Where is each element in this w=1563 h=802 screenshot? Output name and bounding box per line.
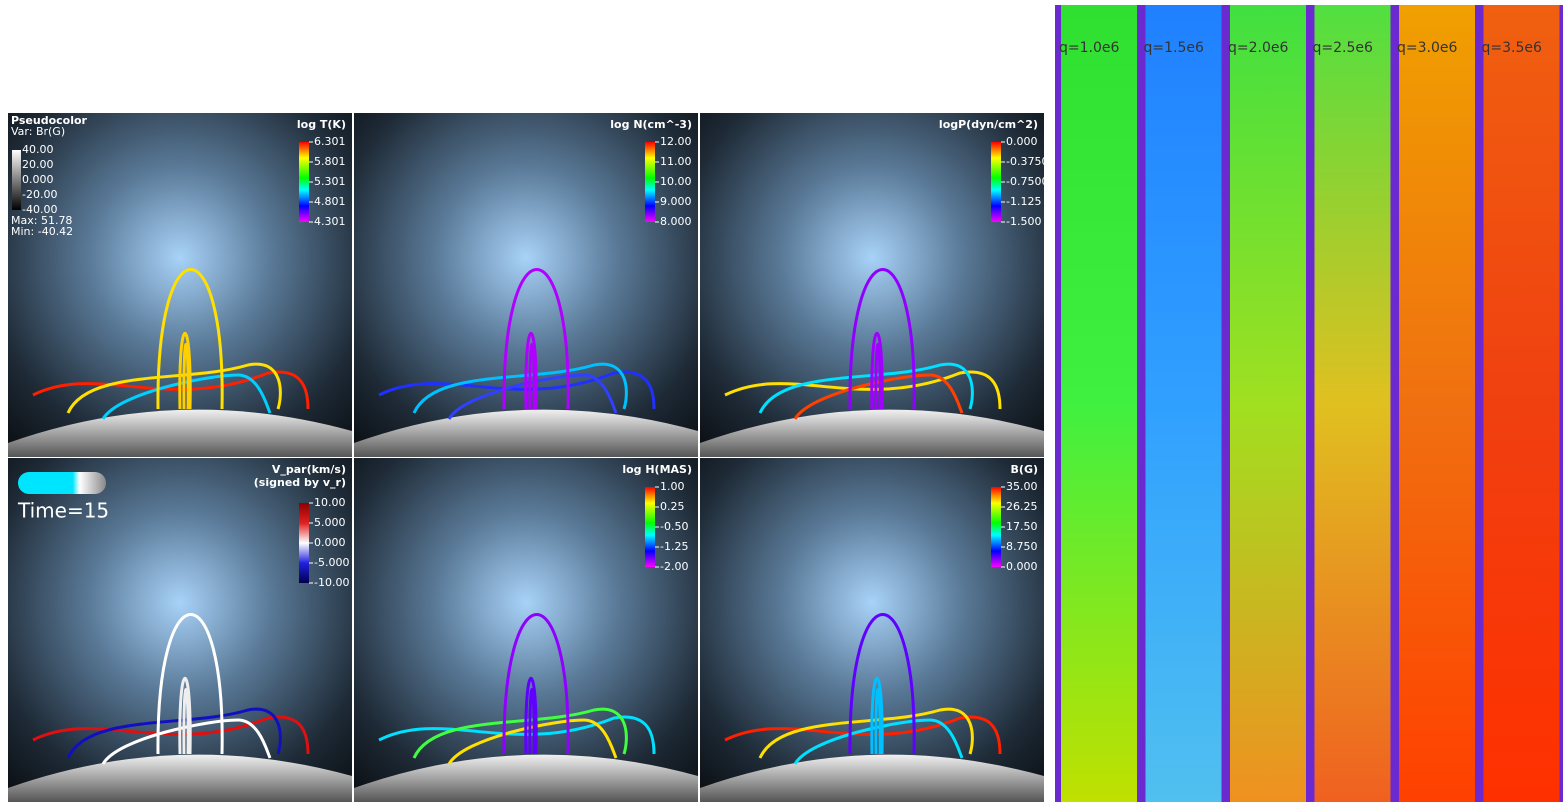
legend-tick-label: 20.00 (22, 158, 54, 171)
time-label: Time=15 (17, 499, 109, 523)
colorbar-tick-label: 26.25 (1006, 500, 1038, 513)
panel-title: B(G) (1011, 463, 1038, 476)
strip (1230, 5, 1306, 802)
strip-label: q=3.0e6 (1397, 40, 1457, 56)
colorbar-tick-label: 10.00 (314, 496, 346, 509)
colorbar-tick-label: 0.000 (1006, 560, 1038, 573)
colorbar-tick-label: -10.00 (314, 576, 349, 589)
panel: logP(dyn/cm^2) 0.000 -0.3750 -0.7500 -1.125 -… (700, 113, 1048, 457)
time-bar (18, 472, 106, 494)
colorbar-tick-label: 5.000 (314, 516, 346, 529)
colorbar (645, 142, 655, 222)
colorbar (991, 487, 1001, 567)
panel-title: log H(MAS) (622, 463, 692, 476)
panel: B(G) 35.00 26.25 17.50 8.750 0.000 (700, 458, 1044, 802)
colorbar-tick-label: 6.301 (314, 135, 346, 148)
panel-title: log N(cm^-3) (610, 118, 692, 131)
panel-title: logP(dyn/cm^2) (939, 118, 1038, 131)
panel: log N(cm^-3) 12.00 11.00 10.00 9.000 8.000 (354, 113, 698, 457)
legend-tick-label: 40.00 (22, 143, 54, 156)
colorbar (991, 142, 1001, 222)
strip-label: q=2.0e6 (1228, 40, 1288, 56)
colorbar-tick-label: 10.00 (660, 175, 692, 188)
panel-title: log T(K) (297, 118, 346, 131)
strip (1146, 5, 1222, 802)
colorbar-tick-label: 8.000 (660, 215, 692, 228)
colorbar-tick-label: 8.750 (1006, 540, 1038, 553)
colorbar-tick-label: 4.801 (314, 195, 346, 208)
colorbar-tick-label: -0.3750 (1006, 155, 1048, 168)
colorbar-tick-label: 0.25 (660, 500, 685, 513)
strip-label: q=1.5e6 (1144, 40, 1204, 56)
strip (1399, 5, 1475, 802)
panel-title: V_par(km/s) (272, 463, 346, 476)
colorbar-tick-label: 0.000 (314, 536, 346, 549)
colorbar-tick-label: 4.301 (314, 215, 346, 228)
panel: log H(MAS) 1.00 0.25 -0.50 -1.25 -2.00 (354, 458, 698, 802)
strip-label: q=2.5e6 (1313, 40, 1373, 56)
colorbar-tick-label: -1.25 (660, 540, 688, 553)
colorbar (645, 487, 655, 567)
legend-min: Min: -40.42 (11, 225, 73, 238)
legend-colorbar (12, 150, 21, 210)
strip (1061, 5, 1137, 802)
colorbar-tick-label: 0.000 (1006, 135, 1038, 148)
colorbar-tick-label: -0.7500 (1006, 175, 1048, 188)
colorbar-tick-label: 12.00 (660, 135, 692, 148)
panel: V_par(km/s)(signed by v_r) 10.00 5.000 0.00… (8, 458, 352, 802)
colorbar-tick-label: 5.301 (314, 175, 346, 188)
legend-var: Var: Br(G) (11, 125, 65, 138)
panel-subtitle: (signed by v_r) (254, 476, 346, 489)
colorbar-tick-label: 11.00 (660, 155, 692, 168)
colorbar-tick-label: -0.50 (660, 520, 688, 533)
strip (1484, 5, 1560, 802)
colorbar-tick-label: 5.801 (314, 155, 346, 168)
legend-tick-label: 0.000 (22, 173, 54, 186)
colorbar-tick-label: 9.000 (660, 195, 692, 208)
colorbar-tick-label: -5.000 (314, 556, 349, 569)
colorbar-tick-label: 35.00 (1006, 480, 1038, 493)
colorbar (299, 503, 309, 583)
panel: log T(K)6.3015.8015.3014.8014.301Pseudoc… (8, 113, 352, 457)
colorbar-tick-label: 1.00 (660, 480, 685, 493)
colorbar (299, 142, 309, 222)
colorbar-tick-label: -2.00 (660, 560, 688, 573)
strip-label: q=3.5e6 (1482, 40, 1542, 56)
legend-tick-label: -20.00 (22, 188, 57, 201)
strip (1315, 5, 1391, 802)
figure: log T(K)6.3015.8015.3014.8014.301Pseudoc… (0, 0, 1563, 802)
colorbar-tick-label: 17.50 (1006, 520, 1038, 533)
colorbar-tick-label: -1.500 (1006, 215, 1041, 228)
colorbar-tick-label: -1.125 (1006, 195, 1041, 208)
strip-label: q=1.0e6 (1059, 40, 1119, 56)
